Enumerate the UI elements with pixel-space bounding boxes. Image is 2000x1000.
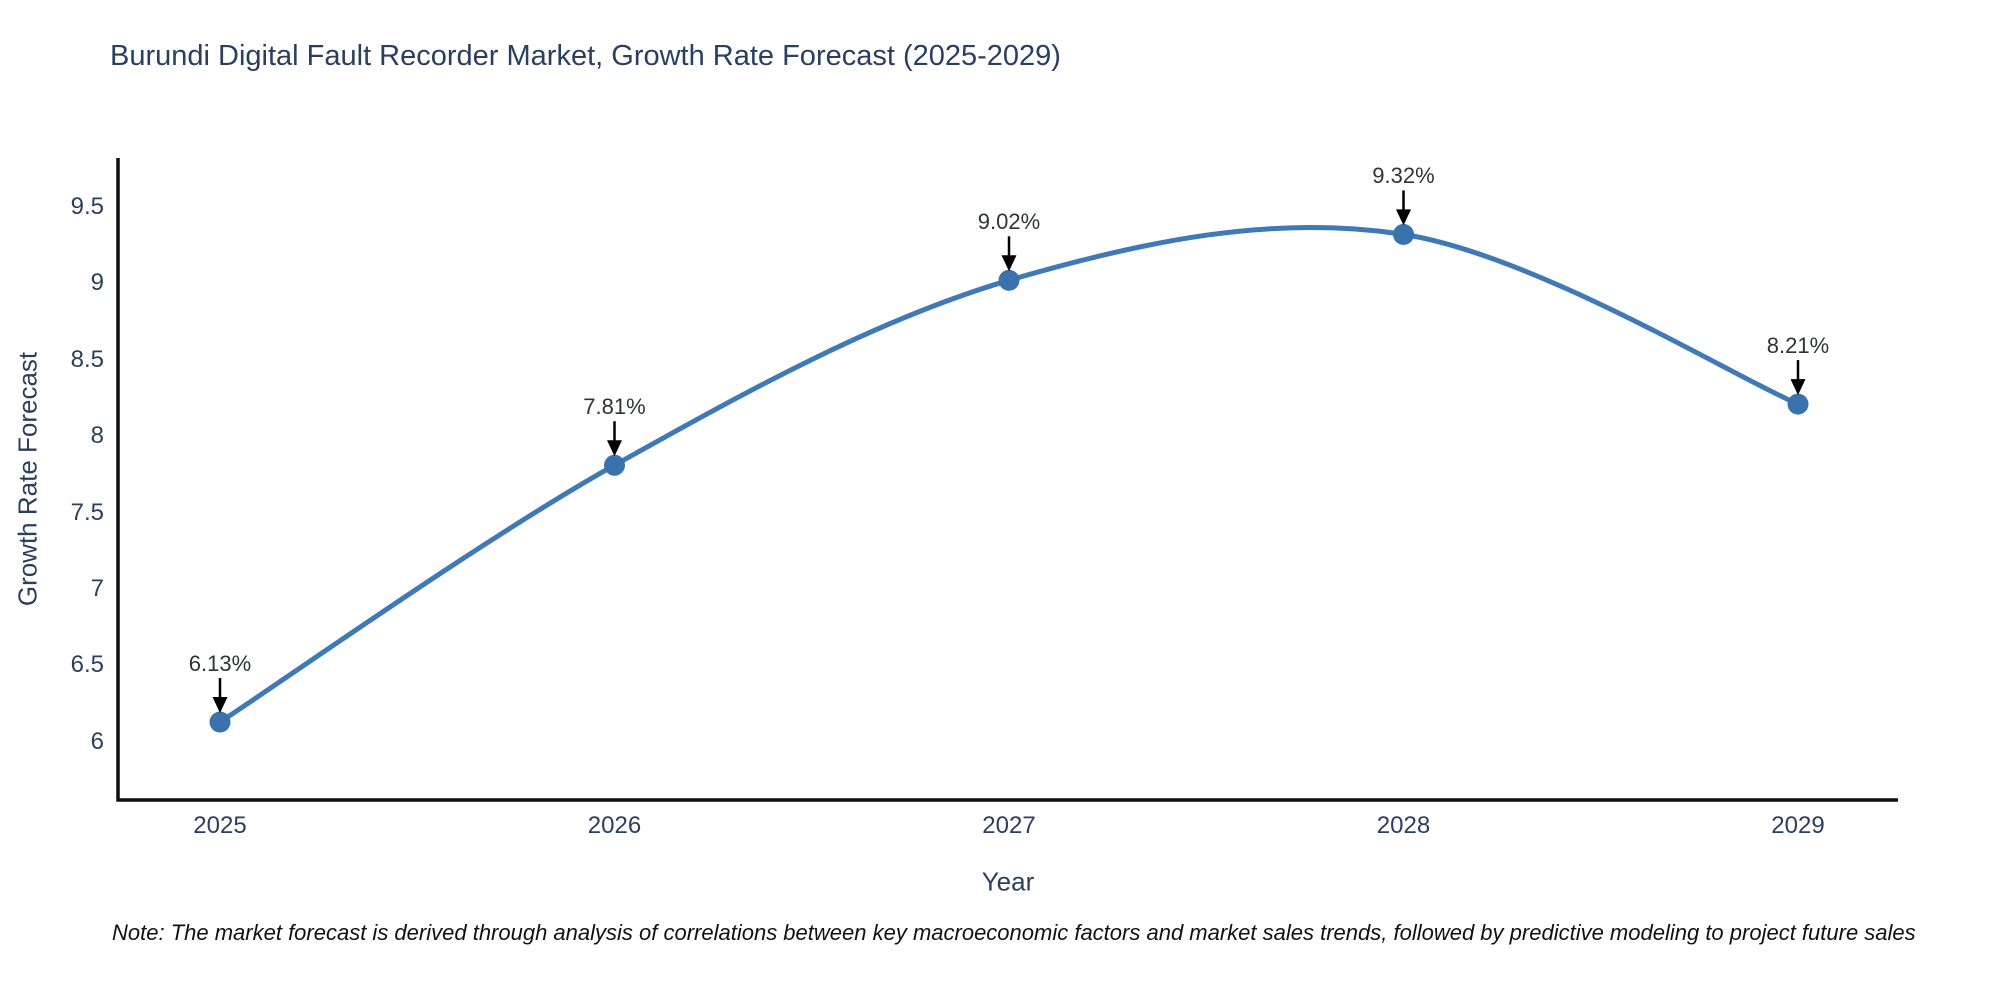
annotation-arrowhead-icon	[1396, 209, 1411, 226]
point-label: 6.13%	[188, 651, 252, 677]
x-tick-label: 2028	[1376, 812, 1431, 839]
trend-line	[217, 224, 1801, 725]
data-point-marker[interactable]	[604, 454, 625, 476]
y-tick-label: 7	[90, 575, 104, 603]
x-axis-title: Year	[981, 866, 1035, 897]
data-point-marker[interactable]	[209, 711, 231, 733]
y-tick-label: 9	[90, 269, 104, 297]
x-tick-label: 2029	[1771, 812, 1825, 839]
axis-lines	[116, 158, 1898, 802]
annotation-arrowhead-icon	[1790, 379, 1806, 396]
annotation-arrowhead-icon	[1001, 255, 1017, 272]
point-label: 9.32%	[1372, 163, 1435, 189]
x-tick-label: 2025	[193, 812, 247, 839]
data-point-marker[interactable]	[998, 269, 1020, 291]
y-tick-label: 6.5	[70, 651, 104, 679]
y-tick-label: 9.5	[70, 192, 104, 220]
y-tick-label: 6	[90, 727, 104, 755]
y-tick-label: 7.5	[70, 498, 104, 526]
y-tick-label: 8.5	[70, 345, 104, 373]
annotation-arrowhead-icon	[607, 440, 622, 457]
chart-title: Burundi Digital Fault Recorder Market, G…	[110, 40, 1061, 72]
point-label: 7.81%	[583, 394, 646, 420]
y-tick-label: 8	[90, 422, 104, 450]
data-point-marker[interactable]	[1393, 223, 1414, 245]
data-point-marker[interactable]	[1787, 393, 1809, 415]
annotation-arrowhead-icon	[212, 697, 228, 714]
x-tick-label: 2027	[982, 812, 1036, 839]
point-label: 9.02%	[977, 209, 1041, 235]
footnote: Note: The market forecast is derived thr…	[112, 920, 1916, 945]
point-label: 8.21%	[1766, 333, 1830, 359]
x-tick-label: 2026	[587, 812, 642, 839]
